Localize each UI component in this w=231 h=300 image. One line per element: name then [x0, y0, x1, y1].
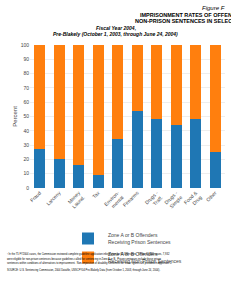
- svg-text:Tax: Tax: [91, 189, 101, 199]
- svg-text:Food &Drug: Food &Drug: [183, 189, 204, 210]
- svg-text:Pre-Blakely (October 1, 2003,: Pre-Blakely (October 1, 2003, through Ju…: [53, 31, 178, 37]
- svg-text:IMPRISONMENT RATES OF OFFENDER: IMPRISONMENT RATES OF OFFENDERS ELIGIBLE…: [140, 12, 231, 18]
- svg-text:Environ-mental: Environ-mental: [103, 190, 125, 212]
- svg-text:Drugs -Traff.: Drugs -Traff.: [143, 190, 164, 211]
- svg-text:Larceny: Larceny: [45, 189, 62, 206]
- svg-text:NON-PRISON SENTENCES IN SELECT: NON-PRISON SENTENCES IN SELECTED OFFENSE…: [135, 18, 231, 24]
- svg-text:sentences within conditions of: sentences within conditions of alternati…: [7, 261, 172, 265]
- svg-text:Fraud: Fraud: [29, 190, 43, 204]
- svg-text:80: 80: [23, 70, 29, 76]
- svg-text:Figure F: Figure F: [202, 5, 225, 11]
- svg-text:SOURCE: U.S. Sentencing Commis: SOURCE: U.S. Sentencing Commission, 2004…: [7, 268, 160, 272]
- svg-text:¹ In the 75 FY2004 cases, the: ¹ In the 75 FY2004 cases, the Commission…: [7, 252, 170, 256]
- svg-text:20: 20: [23, 156, 29, 162]
- svg-text:Percent: Percent: [12, 106, 18, 127]
- svg-text:Zone A or B OffendersReceiving: Zone A or B OffendersReceiving Prison Se…: [108, 232, 171, 245]
- svg-text:60: 60: [23, 99, 29, 105]
- svg-text:90: 90: [23, 56, 29, 62]
- svg-text:MoneyLaund.: MoneyLaund.: [66, 189, 86, 209]
- svg-text:were eligible for non-prison s: were eligible for non-prison sentences b…: [7, 257, 162, 261]
- svg-text:Firearms: Firearms: [122, 189, 141, 208]
- svg-text:70: 70: [23, 85, 29, 91]
- svg-text:30: 30: [23, 142, 29, 148]
- svg-text:10: 10: [23, 170, 29, 176]
- svg-text:100: 100: [21, 42, 30, 48]
- svg-text:Zone A or B OffendersReceiving: Zone A or B OffendersReceiving Non-Priso…: [108, 251, 182, 264]
- svg-text:50: 50: [23, 113, 29, 119]
- svg-text:Drugs -Simple: Drugs -Simple: [163, 190, 184, 211]
- svg-text:Fiscal Year 2004,: Fiscal Year 2004,: [96, 25, 136, 31]
- svg-text:40: 40: [23, 128, 29, 134]
- svg-text:0: 0: [26, 185, 29, 191]
- svg-text:Other: Other: [205, 190, 218, 203]
